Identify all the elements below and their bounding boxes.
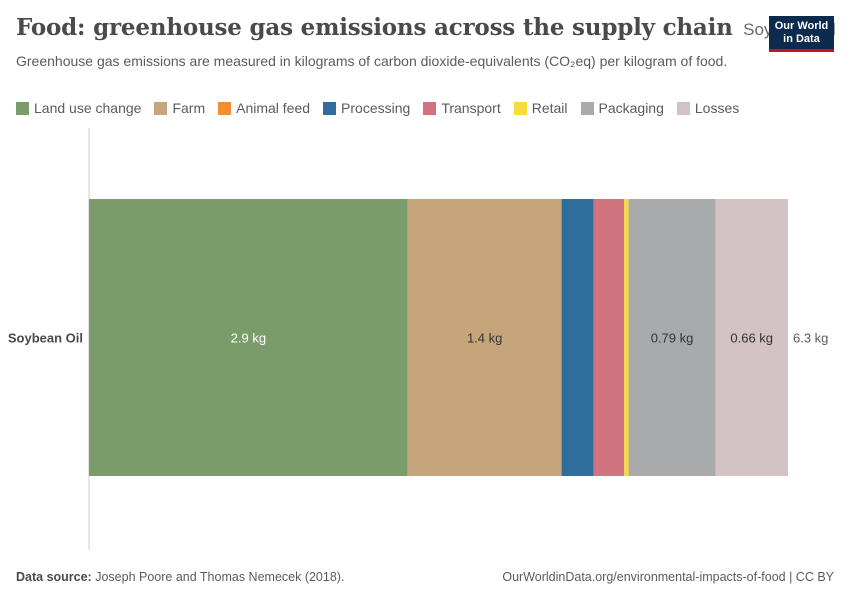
bar-segment[interactable] [624, 199, 629, 476]
bar-segment[interactable] [593, 199, 625, 476]
bar-segment[interactable] [628, 199, 716, 476]
legend-item[interactable]: Transport [423, 100, 501, 116]
chart-title: Food: greenhouse gas emissions across th… [16, 14, 733, 41]
data-source-label: Data source: [16, 570, 92, 584]
bar-value-label: 0.66 kg [730, 331, 773, 346]
logo-line-2: in Data [783, 33, 820, 45]
bar-value-label: 0.79 kg [651, 331, 694, 346]
bar-segment[interactable] [89, 199, 408, 476]
legend-label: Land use change [34, 100, 142, 116]
legend-label: Transport [441, 100, 501, 116]
bar-value-label: 1.4 kg [467, 331, 502, 346]
category-label: Soybean Oil [8, 331, 83, 346]
legend-swatch [423, 101, 437, 115]
legend-swatch [580, 101, 594, 115]
legend-item[interactable]: Animal feed [218, 100, 310, 116]
legend-item[interactable]: Land use change [16, 100, 141, 116]
bar-segment[interactable] [561, 199, 594, 476]
logo-line-1: Our World [774, 20, 829, 32]
bar-value-label: 2.9 kg [231, 331, 266, 346]
bar-segment[interactable] [407, 199, 562, 476]
legend-label: Packaging [598, 100, 664, 116]
legend-swatch [154, 101, 168, 115]
legend: Land use change Farm Animal feed Processing… [16, 100, 752, 116]
bar-segment[interactable] [715, 199, 788, 476]
legend-item[interactable]: Losses [676, 100, 740, 116]
legend-label: Animal feed [236, 100, 311, 116]
chart-subtitle: Greenhouse gas emissions are measured in… [16, 53, 728, 69]
legend-swatch [676, 101, 690, 115]
legend-swatch [218, 101, 232, 115]
legend-label: Farm [172, 100, 206, 116]
legend-item[interactable]: Retail [513, 100, 568, 116]
legend-item[interactable]: Packaging [580, 100, 664, 116]
legend-swatch [16, 101, 29, 115]
legend-item[interactable]: Farm [154, 100, 205, 116]
data-source: Data source: Joseph Poore and Thomas Nem… [16, 570, 344, 584]
legend-item[interactable]: Processing [323, 100, 410, 116]
legend-swatch [513, 101, 527, 115]
data-source-text: Joseph Poore and Thomas Nemecek (2018). [91, 570, 345, 584]
total-label: 6.3 kg [793, 331, 828, 346]
legend-label: Losses [694, 100, 740, 116]
legend-label: Processing [341, 100, 411, 116]
legend-swatch [323, 101, 337, 115]
source-url[interactable]: OurWorldinData.org/environmental-impacts… [502, 570, 834, 584]
legend-label: Retail [531, 100, 568, 116]
owid-logo[interactable]: Our World in Data [769, 16, 834, 52]
